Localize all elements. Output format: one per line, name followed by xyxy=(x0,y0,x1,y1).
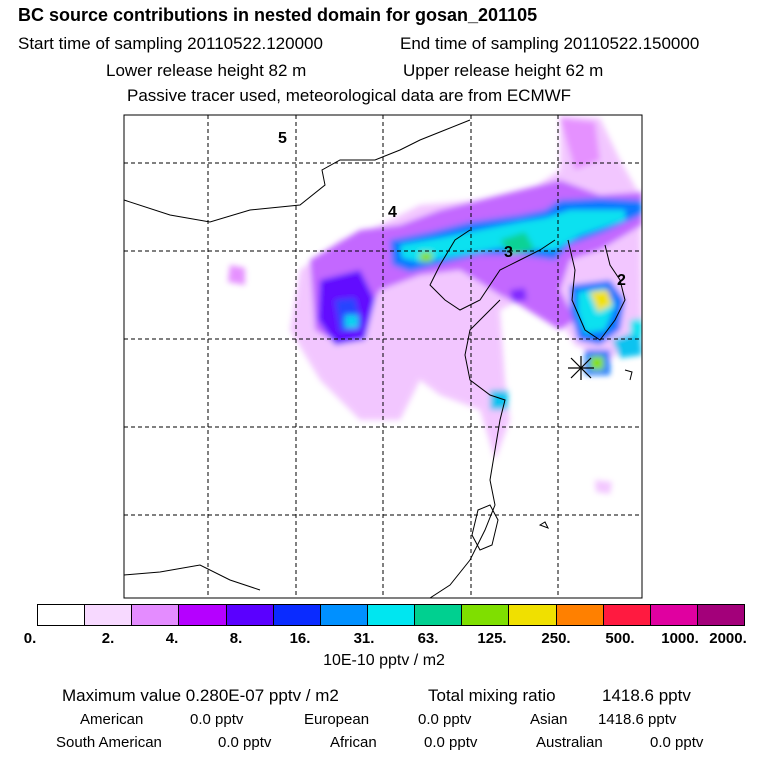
colorbar-segment xyxy=(85,605,133,625)
american-value: 0.0 pptv xyxy=(190,711,244,728)
colorbar-unit: 10E-10 pptv / m2 xyxy=(323,652,445,669)
colorbar-tick-label: 250. xyxy=(541,630,571,647)
colorbar-segment xyxy=(179,605,227,625)
colorbar-segment xyxy=(320,605,368,625)
map-frame xyxy=(123,114,643,599)
start-time-label: Start time of sampling 20110522.120000 xyxy=(18,34,323,53)
marker-3: 3 xyxy=(504,244,513,261)
upper-height-label: Upper release height 62 m xyxy=(403,61,604,80)
colorbar-tick-label: 8. xyxy=(229,630,243,647)
total-mixing-label: Total mixing ratio xyxy=(428,686,556,705)
asian-label: Asian xyxy=(530,711,568,728)
south-american-label: South American xyxy=(56,734,162,751)
colorbar-tick-label: 63. xyxy=(417,630,439,647)
african-label: African xyxy=(330,734,377,751)
colorbar-segment xyxy=(509,605,557,625)
colorbar-segment xyxy=(273,605,321,625)
european-label: European xyxy=(304,711,370,728)
page-title: BC source contributions in nested domain… xyxy=(18,5,538,25)
colorbar-segment xyxy=(38,605,86,625)
colorbar-segment xyxy=(132,605,180,625)
south-american-value: 0.0 pptv xyxy=(218,734,272,751)
colorbar-segment xyxy=(603,605,651,625)
american-label: American xyxy=(80,711,144,728)
tracer-note: Passive tracer used, meteorological data… xyxy=(127,86,572,105)
concentration-field xyxy=(228,115,642,494)
colorbar-tick-label: 0. xyxy=(23,630,37,647)
asian-value: 1418.6 pptv xyxy=(598,711,677,728)
colorbar-tick-label: 500. xyxy=(605,630,635,647)
colorbar-segment xyxy=(462,605,510,625)
african-value: 0.0 pptv xyxy=(424,734,478,751)
coastline-lines xyxy=(124,119,633,598)
colorbar-segment xyxy=(650,605,698,625)
colorbar-tick-label: 125. xyxy=(477,630,507,647)
colorbar-tick-label: 16. xyxy=(289,630,311,647)
colorbar-tick-label: 4. xyxy=(165,630,179,647)
colorbar-segment xyxy=(367,605,416,625)
colorbar xyxy=(37,604,745,626)
max-value-label: Maximum value 0.280E-07 pptv / m2 xyxy=(62,686,339,705)
colorbar-segment xyxy=(556,605,604,625)
australian-label: Australian xyxy=(536,734,603,751)
colorbar-tick-label: 1000. xyxy=(661,630,699,647)
australian-value: 0.0 pptv xyxy=(650,734,704,751)
marker-4: 4 xyxy=(388,204,397,221)
colorbar-segment xyxy=(415,605,463,625)
total-mixing-value: 1418.6 pptv xyxy=(602,686,691,705)
european-value: 0.0 pptv xyxy=(418,711,472,728)
marker-5: 5 xyxy=(278,130,287,147)
end-time-label: End time of sampling 20110522.150000 xyxy=(400,34,700,53)
colorbar-tick-label: 2000. xyxy=(709,630,747,647)
colorbar-segment xyxy=(697,605,745,625)
colorbar-segment xyxy=(226,605,274,625)
footprint-map: 5 4 3 2 xyxy=(123,114,643,599)
marker-2: 2 xyxy=(617,272,626,289)
lower-height-label: Lower release height 82 m xyxy=(106,61,307,80)
lat-lon-grid xyxy=(124,115,642,598)
receptor-star-icon xyxy=(568,356,594,380)
colorbar-tick-label: 31. xyxy=(353,630,375,647)
colorbar-tick-label: 2. xyxy=(101,630,115,647)
